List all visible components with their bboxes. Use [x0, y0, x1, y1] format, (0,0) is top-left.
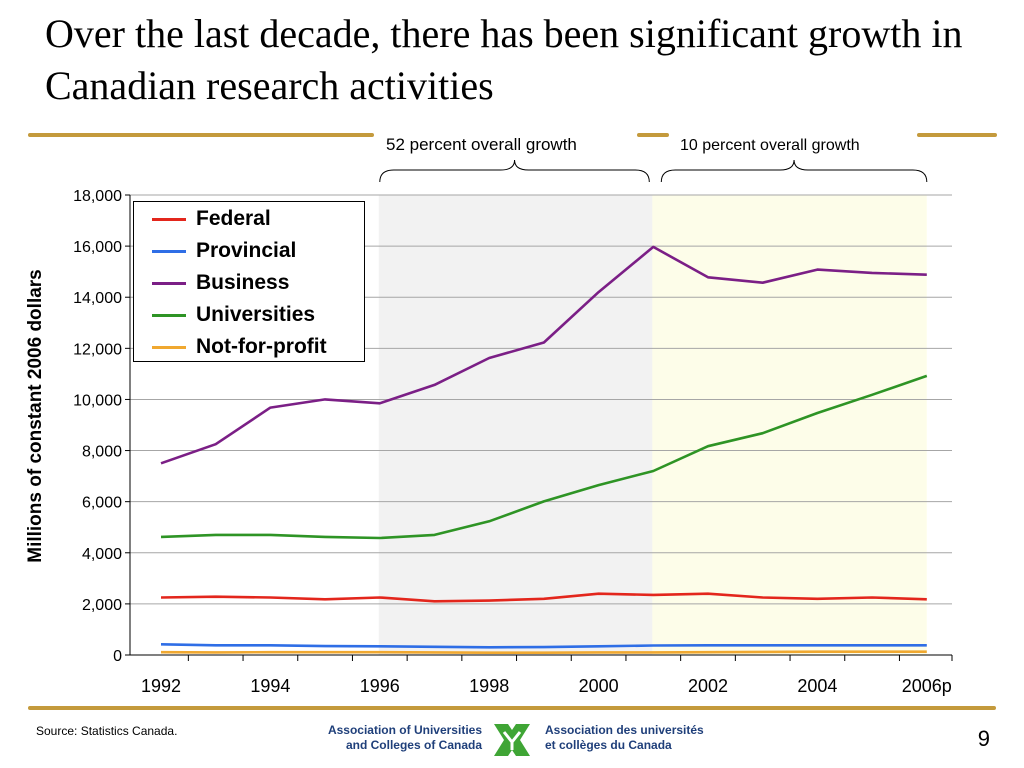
legend-label-business: Business [196, 271, 290, 294]
y-tick-label: 0 [113, 648, 122, 665]
x-tick-label: 2004 [797, 676, 837, 696]
x-tick-label: 1992 [141, 676, 181, 696]
x-tick-label: 1994 [250, 676, 290, 696]
organization-en-line2: and Colleges of Canada [345, 738, 482, 752]
organization-en-line1: Association of Universities [327, 723, 482, 737]
header-rule-left [28, 133, 374, 137]
slide-title: Over the last decade, there has been sig… [45, 11, 963, 108]
period2-growth-label: 10 percent overall growth [680, 137, 860, 154]
series-lines [160, 245, 928, 655]
series-line-provincial [160, 643, 927, 649]
legend-item-federal: Federal [152, 205, 271, 233]
header-rule-right [917, 133, 997, 137]
source-note: Source: Statistics Canada. [36, 724, 178, 738]
legend-label-universities: Universities [196, 303, 316, 326]
growth-brace-1 [379, 159, 650, 183]
legend-item-business: Business [152, 269, 289, 297]
organization-fr-line2: et collèges du Canada [545, 738, 672, 752]
footer-rule [28, 706, 996, 710]
legend-swatch-universities [152, 313, 186, 317]
legend-swatch-federal [152, 217, 186, 221]
legend-label-provincial: Provincial [196, 239, 297, 262]
legend-item-not-for-profit: Not-for-profit [152, 333, 327, 361]
series-line-universities [160, 374, 928, 540]
shaded-period-1 [378, 195, 654, 655]
axes [125, 194, 953, 661]
y-tick-label: 2,000 [82, 597, 122, 614]
aucc-logo-icon [494, 724, 530, 756]
growth-braces [379, 159, 928, 183]
series-line-federal [160, 592, 927, 603]
organization-name-english: Association of Universities and Colleges… [312, 723, 482, 753]
organization-name-french: Association des universités et collèges … [545, 723, 704, 753]
legend-swatch-provincial [152, 249, 186, 253]
y-tick-label: 6,000 [82, 495, 122, 512]
series-line-business [160, 245, 927, 465]
y-tick-label: 10,000 [73, 392, 122, 409]
y-tick-label: 4,000 [82, 546, 122, 563]
legend-swatch-business [152, 281, 186, 285]
x-tick-label: 1998 [469, 676, 509, 696]
organization-fr-line1: Association des universités [545, 723, 704, 737]
y-tick-label: 8,000 [82, 444, 122, 461]
tick-labels: 0 2,000 4,000 6,000 8,000 10,000 12,000 14,000 1… [73, 188, 952, 696]
legend-label-not-for-profit: Not-for-profit [196, 335, 327, 358]
shaded-period-2 [652, 195, 927, 655]
growth-brace-2 [660, 159, 928, 183]
period1-growth-label: 52 percent overall growth [386, 135, 577, 154]
x-tick-label: 2000 [579, 676, 619, 696]
y-tick-label: 14,000 [73, 290, 122, 307]
legend-item-provincial: Provincial [152, 237, 296, 265]
legend: Federal Provincial Business Universities… [133, 201, 365, 362]
x-tick-label: 2002 [688, 676, 728, 696]
y-tick-label: 18,000 [73, 188, 122, 205]
x-tick-label: 2006p [902, 676, 952, 696]
series-line-not-for-profit [160, 650, 927, 655]
legend-swatch-not-for-profit [152, 345, 186, 349]
legend-item-universities: Universities [152, 301, 315, 329]
legend-label-federal: Federal [196, 207, 271, 230]
y-axis-label: Millions of constant 2006 dollars [25, 269, 46, 563]
y-tick-label: 12,000 [73, 341, 122, 358]
shaded-periods [378, 195, 927, 655]
y-tick-label: 16,000 [73, 239, 122, 256]
line-chart: 0 2,000 4,000 6,000 8,000 10,000 12,000 14,000 1… [73, 159, 953, 696]
page-number: 9 [977, 726, 990, 751]
header-rule-middle [637, 133, 669, 137]
x-tick-label: 1996 [360, 676, 400, 696]
